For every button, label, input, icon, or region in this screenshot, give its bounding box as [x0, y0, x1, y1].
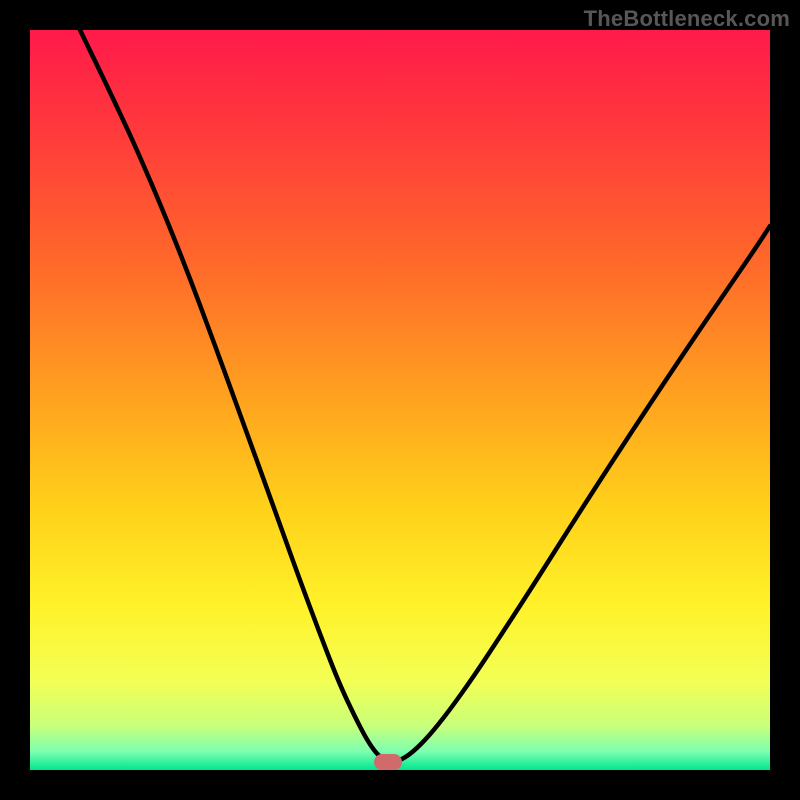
- chart-frame: TheBottleneck.com: [0, 0, 800, 800]
- watermark-text: TheBottleneck.com: [584, 6, 790, 32]
- optimal-point-marker: [374, 754, 402, 770]
- plot-gradient-background: [30, 30, 770, 770]
